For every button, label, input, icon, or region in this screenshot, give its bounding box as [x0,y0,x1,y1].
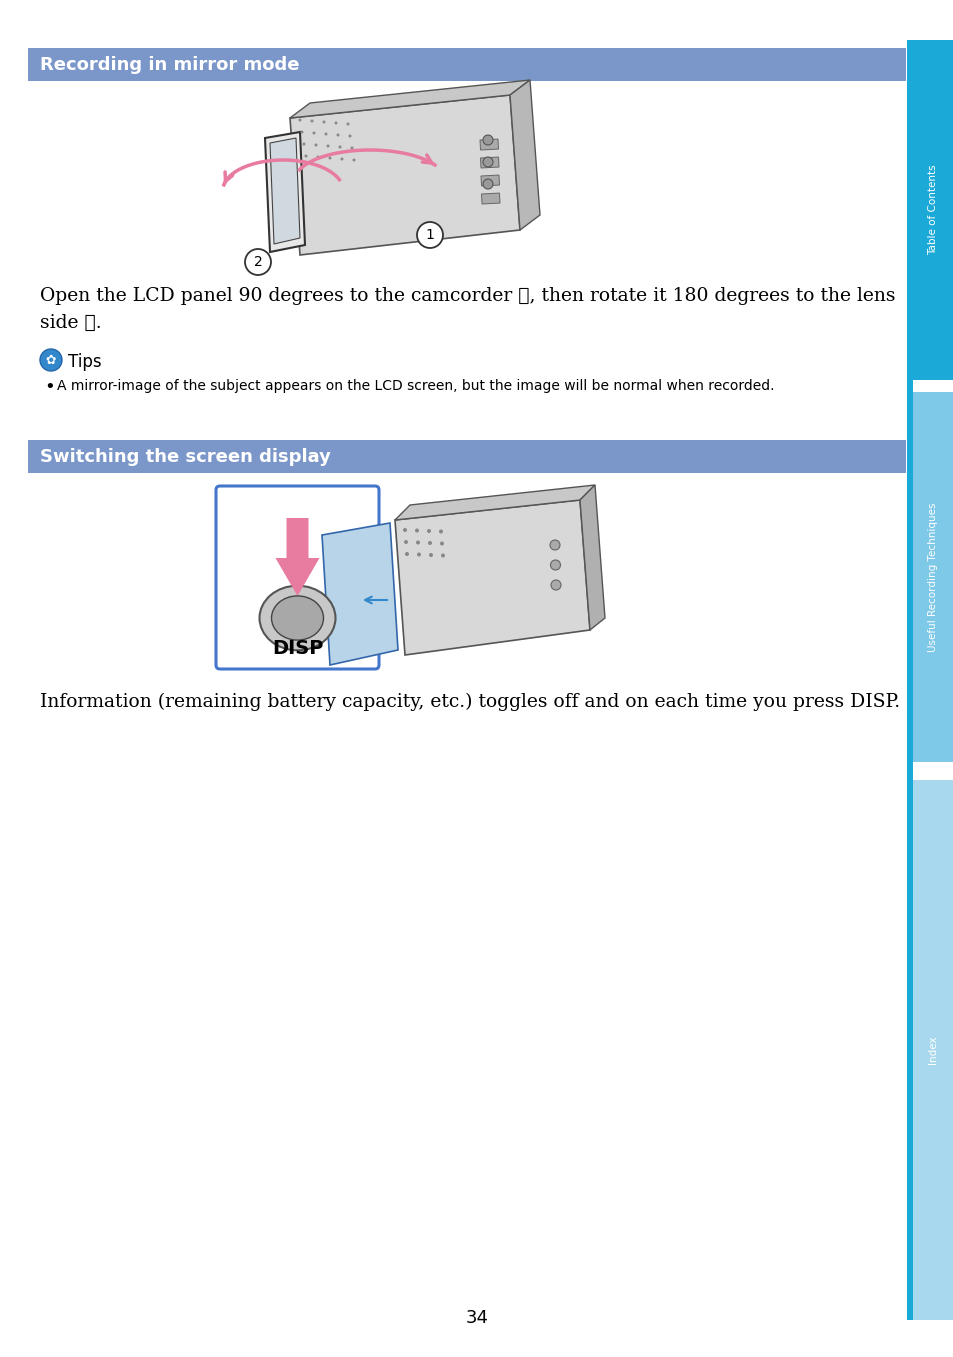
Circle shape [326,144,329,148]
Circle shape [482,157,493,167]
Polygon shape [275,518,319,596]
Circle shape [440,554,444,558]
FancyBboxPatch shape [215,486,378,669]
Circle shape [245,248,271,275]
Bar [480,157,498,168]
Bar [912,392,953,763]
Circle shape [551,579,560,590]
Circle shape [402,528,407,532]
Text: 1: 1 [425,228,434,242]
Bar [480,175,499,186]
Bar [479,138,498,151]
Text: Information (remaining battery capacity, etc.) toggles off and on each time you : Information (remaining battery capacity,… [40,693,900,711]
Text: Recording in mirror mode: Recording in mirror mode [40,56,299,73]
Circle shape [316,156,319,159]
Circle shape [304,155,307,157]
Ellipse shape [272,596,323,641]
Polygon shape [322,522,397,665]
Text: Useful Recording Techniques: Useful Recording Techniques [927,502,938,651]
Circle shape [405,552,409,556]
Circle shape [416,540,419,544]
Text: Open the LCD panel 90 degrees to the camcorder ①, then rotate it 180 degrees to : Open the LCD panel 90 degrees to the cam… [40,286,895,305]
Circle shape [346,122,349,125]
Circle shape [335,122,337,125]
Bar [912,780,953,1320]
Bar [912,39,953,380]
Circle shape [300,130,303,133]
Polygon shape [270,138,299,244]
Circle shape [416,552,420,556]
Text: Tips: Tips [68,353,102,370]
Polygon shape [290,80,530,118]
Circle shape [428,541,432,546]
Circle shape [302,142,305,145]
Circle shape [550,560,560,570]
Circle shape [429,554,433,556]
Text: •: • [44,379,54,396]
Circle shape [352,159,355,161]
Circle shape [314,144,317,147]
Circle shape [322,121,325,123]
Polygon shape [395,499,589,655]
Circle shape [310,119,314,122]
Circle shape [427,529,431,533]
Text: A mirror-image of the subject appears on the LCD screen, but the image will be n: A mirror-image of the subject appears on… [57,379,774,394]
Circle shape [482,179,493,189]
Circle shape [298,118,301,122]
Circle shape [416,223,442,248]
Polygon shape [510,80,539,229]
Circle shape [324,133,327,136]
Text: Index: Index [927,1035,938,1064]
Circle shape [340,157,343,160]
Circle shape [350,147,354,149]
Circle shape [439,541,443,546]
Bar [28,47,905,81]
Bar [906,39,912,1320]
Text: DISP: DISP [272,639,323,658]
Circle shape [313,132,315,134]
Circle shape [348,134,351,137]
Circle shape [328,156,331,160]
Circle shape [438,529,442,533]
Text: Table of Contents: Table of Contents [927,164,938,255]
Polygon shape [395,484,595,520]
Text: 2: 2 [253,255,262,269]
Bar [28,440,905,474]
Text: side ②.: side ②. [40,313,102,332]
Text: Switching the screen display: Switching the screen display [40,448,331,465]
Circle shape [403,540,408,544]
Circle shape [550,540,559,550]
Circle shape [338,145,341,148]
Text: ✿: ✿ [46,354,56,366]
Polygon shape [265,132,305,252]
Circle shape [40,349,62,370]
Text: 34: 34 [465,1310,488,1327]
Circle shape [415,528,418,532]
Bar [481,193,499,204]
Circle shape [482,134,493,145]
Circle shape [336,133,339,137]
Polygon shape [290,95,519,255]
Ellipse shape [259,586,335,650]
Polygon shape [579,484,604,630]
